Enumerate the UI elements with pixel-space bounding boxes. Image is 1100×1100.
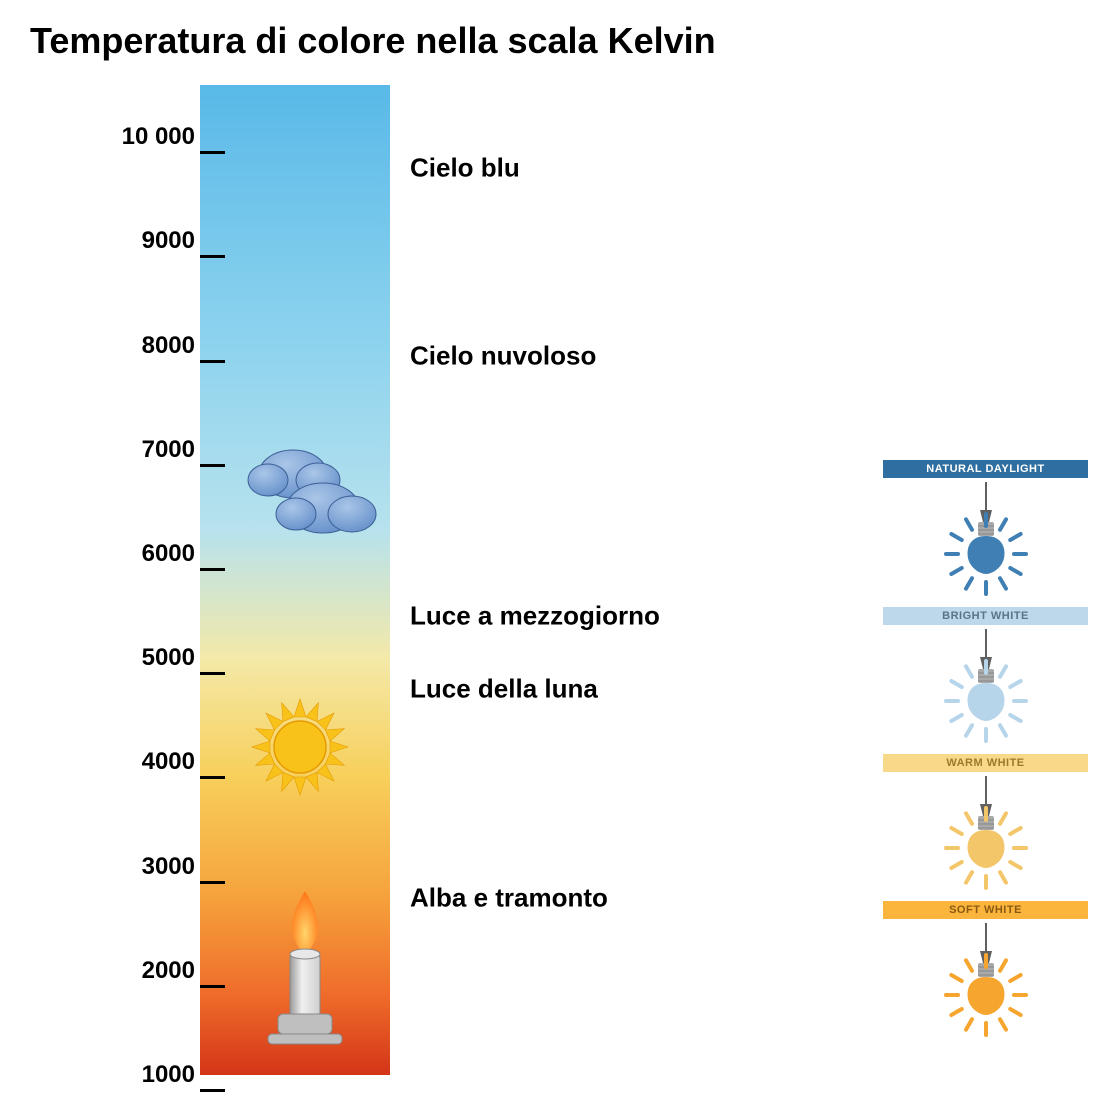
bulb-legend-item: WARM WHITE — [883, 754, 1088, 891]
scale-tick: 2000 — [105, 957, 195, 985]
bulb-legend-item: SOFT WHITE — [883, 901, 1088, 1038]
scale-tick-mark — [200, 672, 225, 675]
scale-tick-mark — [200, 776, 225, 779]
scale-tick: 6000 — [105, 540, 195, 568]
side-label: Luce a mezzogiorno — [410, 601, 660, 632]
scale-tick-label: 6000 — [105, 540, 195, 568]
bulb-legend-panel: NATURAL DAYLIGHT BRIGHT WHITE — [883, 460, 1088, 1048]
scale-tick-mark — [200, 985, 225, 988]
scale-tick-label: 4000 — [105, 748, 195, 776]
bulb-legend-label: BRIGHT WHITE — [883, 607, 1088, 625]
scale-tick-label: 5000 — [105, 644, 195, 672]
scale-tick: 1000 — [105, 1061, 195, 1089]
sun-icon — [245, 692, 355, 807]
side-label: Cielo blu — [410, 153, 520, 184]
scale-tick: 8000 — [105, 332, 195, 360]
scale-tick-mark — [200, 1089, 225, 1092]
candle-icon — [260, 886, 350, 1061]
page-title: Temperatura di colore nella scala Kelvin — [30, 20, 716, 62]
scale-tick: 7000 — [105, 436, 195, 464]
bulb-icon — [883, 776, 1088, 891]
scale-tick-label: 2000 — [105, 957, 195, 985]
scale-tick-mark — [200, 881, 225, 884]
bulb-icon — [883, 629, 1088, 744]
scale-tick-label: 3000 — [105, 853, 195, 881]
bulb-legend-item: BRIGHT WHITE — [883, 607, 1088, 744]
bulb-icon — [883, 482, 1088, 597]
scale-tick-mark — [200, 255, 225, 258]
scale-tick: 3000 — [105, 853, 195, 881]
scale-tick: 9000 — [105, 227, 195, 255]
side-label: Luce della luna — [410, 674, 598, 705]
scale-tick-label: 10 000 — [105, 123, 195, 151]
bulb-legend-label: SOFT WHITE — [883, 901, 1088, 919]
bulb-legend-item: NATURAL DAYLIGHT — [883, 460, 1088, 597]
scale-tick-label: 7000 — [105, 436, 195, 464]
scale-tick-mark — [200, 568, 225, 571]
bulb-legend-label: WARM WHITE — [883, 754, 1088, 772]
scale-tick-mark — [200, 151, 225, 154]
scale-tick-mark — [200, 360, 225, 363]
bulb-icon — [883, 923, 1088, 1038]
scale-tick-label: 8000 — [105, 332, 195, 360]
cloud-icon — [230, 426, 380, 541]
scale-tick-label: 1000 — [105, 1061, 195, 1089]
scale-tick-label: 9000 — [105, 227, 195, 255]
bulb-legend-label: NATURAL DAYLIGHT — [883, 460, 1088, 478]
side-label: Alba e tramonto — [410, 882, 608, 913]
kelvin-scale: 10 0009000800070006000500040003000200010… — [200, 85, 390, 1075]
scale-tick: 4000 — [105, 748, 195, 776]
scale-tick: 10 000 — [105, 123, 195, 151]
scale-tick-mark — [200, 464, 225, 467]
scale-tick: 5000 — [105, 644, 195, 672]
side-label: Cielo nuvoloso — [410, 340, 596, 371]
